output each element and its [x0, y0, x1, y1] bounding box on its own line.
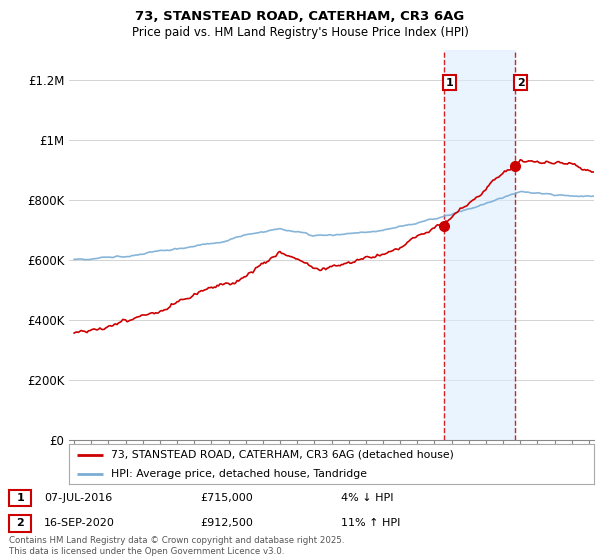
Text: Contains HM Land Registry data © Crown copyright and database right 2025.
This d: Contains HM Land Registry data © Crown c…: [9, 536, 344, 556]
Text: 1: 1: [445, 78, 453, 88]
FancyBboxPatch shape: [9, 490, 31, 506]
Text: 2: 2: [517, 78, 525, 88]
Text: 2: 2: [16, 519, 24, 529]
FancyBboxPatch shape: [9, 515, 31, 531]
Text: 16-SEP-2020: 16-SEP-2020: [44, 519, 115, 529]
Text: £715,000: £715,000: [200, 493, 253, 503]
Text: 73, STANSTEAD ROAD, CATERHAM, CR3 6AG (detached house): 73, STANSTEAD ROAD, CATERHAM, CR3 6AG (d…: [111, 450, 454, 460]
Text: 1: 1: [16, 493, 24, 503]
Text: 4% ↓ HPI: 4% ↓ HPI: [341, 493, 394, 503]
Text: HPI: Average price, detached house, Tandridge: HPI: Average price, detached house, Tand…: [111, 469, 367, 479]
Text: 07-JUL-2016: 07-JUL-2016: [44, 493, 112, 503]
Text: 11% ↑ HPI: 11% ↑ HPI: [341, 519, 401, 529]
Text: £912,500: £912,500: [200, 519, 253, 529]
Bar: [444, 50, 515, 440]
Text: 73, STANSTEAD ROAD, CATERHAM, CR3 6AG: 73, STANSTEAD ROAD, CATERHAM, CR3 6AG: [136, 10, 464, 23]
Text: Price paid vs. HM Land Registry's House Price Index (HPI): Price paid vs. HM Land Registry's House …: [131, 26, 469, 39]
